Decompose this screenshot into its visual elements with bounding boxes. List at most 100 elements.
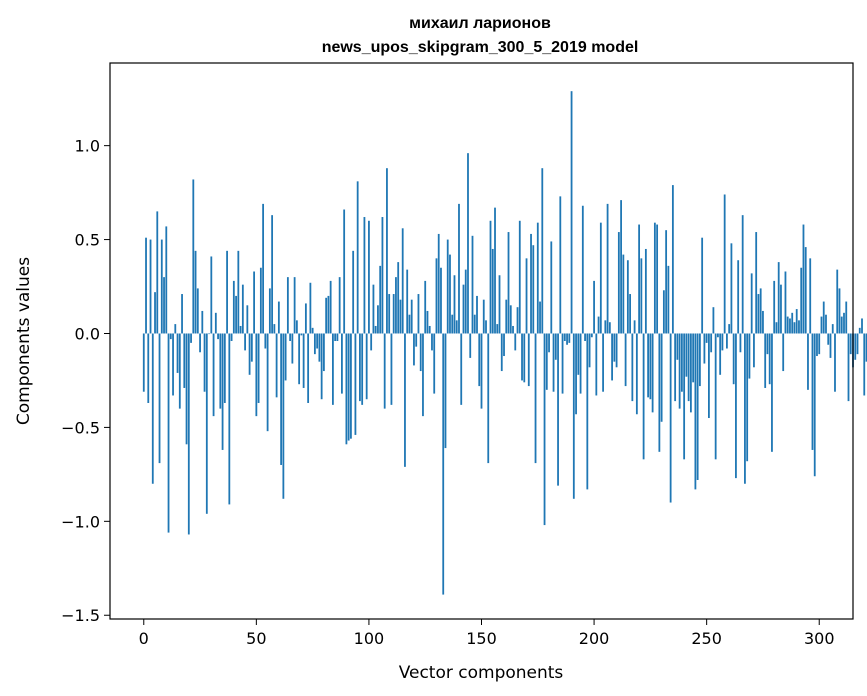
- x-tick-label: 0: [139, 629, 149, 648]
- bar-55: [266, 333, 269, 432]
- bar-118: [408, 314, 411, 334]
- bar-159: [500, 333, 503, 372]
- bar-225: [649, 333, 652, 400]
- bar-275: [762, 310, 764, 334]
- bar-280: [773, 280, 776, 334]
- bar-130: [435, 258, 438, 334]
- bar-36: [223, 333, 226, 403]
- y-axis-ticks: −1.5 −1.0 −0.5 0.0 0.5 1.0: [61, 137, 110, 625]
- bar-201: [595, 333, 598, 396]
- bar-231: [662, 290, 665, 334]
- bar-107: [383, 333, 386, 409]
- bar-250: [705, 333, 708, 343]
- bar-200: [593, 280, 595, 334]
- bar-308: [836, 269, 839, 334]
- bar-148: [476, 295, 478, 334]
- bar-42: [237, 250, 240, 334]
- bar-133: [442, 333, 445, 595]
- bar-59: [275, 333, 278, 398]
- bar-2: [147, 333, 150, 403]
- bar-120: [413, 333, 415, 366]
- bar-156: [494, 207, 496, 334]
- bar-228: [656, 224, 659, 334]
- x-tick-label: 150: [466, 629, 497, 648]
- bar-204: [602, 333, 604, 392]
- bar-260: [728, 324, 731, 334]
- bar-26: [201, 310, 204, 334]
- bar-216: [629, 294, 632, 334]
- bar-75: [311, 327, 314, 334]
- bar-10: [165, 226, 168, 334]
- bar-276: [764, 333, 767, 388]
- bar-251: [708, 333, 710, 419]
- bar-208: [611, 333, 613, 381]
- bar-312: [845, 301, 848, 334]
- bar-253: [712, 307, 715, 334]
- bar-46: [246, 305, 249, 334]
- bar-175: [536, 222, 539, 334]
- bar-157: [496, 324, 499, 334]
- bar-114: [399, 299, 402, 334]
- bar-306: [831, 324, 834, 334]
- bar-188: [566, 333, 568, 345]
- bar-318: [858, 327, 861, 334]
- bar-143: [464, 269, 467, 334]
- bar-234: [669, 333, 672, 503]
- bar-32: [214, 312, 217, 334]
- bar-165: [514, 333, 517, 351]
- bar-58: [273, 324, 276, 334]
- bar-4: [151, 333, 154, 484]
- bar-51: [257, 333, 260, 403]
- bar-72: [304, 303, 307, 334]
- bar-309: [838, 288, 841, 334]
- bar-162: [507, 232, 510, 334]
- bar-215: [626, 260, 629, 334]
- bar-226: [651, 333, 654, 413]
- bar-122: [417, 294, 420, 334]
- bar-77: [316, 333, 319, 349]
- bar-249: [703, 333, 706, 364]
- bar-232: [665, 230, 668, 334]
- bar-48: [250, 333, 253, 362]
- bar-205: [604, 320, 607, 334]
- bar-35: [221, 333, 224, 450]
- y-tick-label: 0.0: [75, 324, 100, 343]
- bar-285: [784, 271, 787, 334]
- bar-236: [674, 333, 677, 402]
- bar-282: [777, 262, 780, 334]
- bar-83: [329, 280, 332, 334]
- bar-87: [338, 277, 341, 334]
- bar-38: [228, 333, 231, 505]
- bar-110: [390, 333, 393, 405]
- bar-202: [597, 316, 600, 334]
- bar-14: [174, 324, 177, 334]
- bar-21: [190, 333, 192, 343]
- bar-268: [746, 333, 749, 462]
- bar-28: [205, 333, 208, 514]
- bar-131: [437, 233, 440, 334]
- bar-277: [766, 333, 769, 355]
- bar-185: [559, 196, 562, 334]
- bar-149: [478, 333, 481, 387]
- bar-283: [780, 284, 782, 334]
- bar-210: [615, 333, 618, 368]
- bar-65: [289, 333, 292, 341]
- bar-281: [775, 322, 778, 334]
- bar-302: [822, 301, 825, 334]
- bar-39: [230, 333, 233, 341]
- bar-248: [701, 237, 704, 334]
- bar-98: [363, 217, 366, 334]
- bar-113: [397, 262, 400, 334]
- bar-183: [554, 333, 557, 360]
- bar-111: [392, 294, 395, 334]
- bar-245: [694, 333, 697, 490]
- y-tick-label: −1.0: [61, 512, 100, 531]
- bar-193: [577, 333, 580, 375]
- bar-246: [696, 333, 699, 480]
- bar-304: [827, 333, 830, 345]
- bar-166: [516, 307, 519, 334]
- bar-85: [334, 333, 337, 341]
- bar-209: [613, 333, 616, 362]
- bar-31: [212, 333, 215, 417]
- bar-220: [638, 224, 641, 334]
